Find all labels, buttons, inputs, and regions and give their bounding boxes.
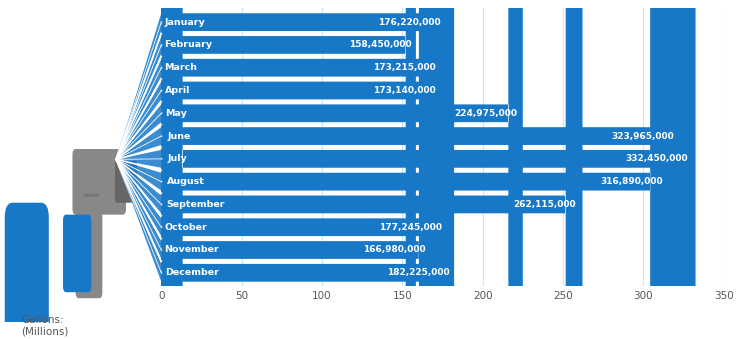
FancyBboxPatch shape bbox=[73, 149, 126, 215]
FancyBboxPatch shape bbox=[76, 197, 102, 298]
Text: March: March bbox=[164, 63, 197, 72]
Text: February: February bbox=[164, 40, 212, 49]
Text: June: June bbox=[167, 132, 190, 141]
FancyBboxPatch shape bbox=[161, 0, 416, 339]
FancyBboxPatch shape bbox=[161, 0, 523, 339]
Text: 173,140,000: 173,140,000 bbox=[373, 86, 435, 95]
FancyBboxPatch shape bbox=[161, 0, 446, 339]
FancyBboxPatch shape bbox=[83, 194, 99, 236]
Text: Gallons:
(Millions): Gallons: (Millions) bbox=[21, 315, 68, 337]
Text: 176,220,000: 176,220,000 bbox=[377, 18, 440, 27]
Text: 173,215,000: 173,215,000 bbox=[373, 63, 436, 72]
Text: May: May bbox=[166, 109, 188, 118]
FancyBboxPatch shape bbox=[161, 0, 430, 339]
FancyBboxPatch shape bbox=[63, 215, 92, 292]
Text: 332,450,000: 332,450,000 bbox=[625, 154, 688, 163]
FancyBboxPatch shape bbox=[161, 0, 440, 339]
FancyBboxPatch shape bbox=[161, 0, 670, 339]
Text: 166,980,000: 166,980,000 bbox=[363, 245, 425, 255]
FancyBboxPatch shape bbox=[115, 161, 137, 203]
Text: 262,115,000: 262,115,000 bbox=[514, 200, 576, 209]
Text: 323,965,000: 323,965,000 bbox=[611, 132, 674, 141]
Text: December: December bbox=[165, 268, 219, 277]
Text: 158,450,000: 158,450,000 bbox=[350, 40, 412, 49]
Text: November: November bbox=[164, 245, 219, 255]
Text: July: July bbox=[168, 154, 188, 163]
Text: 177,245,000: 177,245,000 bbox=[379, 223, 442, 232]
Text: August: August bbox=[167, 177, 206, 186]
FancyBboxPatch shape bbox=[161, 0, 440, 339]
Text: 316,890,000: 316,890,000 bbox=[600, 177, 663, 186]
FancyBboxPatch shape bbox=[161, 0, 445, 339]
Text: April: April bbox=[164, 86, 190, 95]
Text: January: January bbox=[165, 18, 206, 27]
Text: 182,225,000: 182,225,000 bbox=[387, 268, 450, 277]
FancyBboxPatch shape bbox=[4, 203, 49, 337]
FancyBboxPatch shape bbox=[161, 0, 583, 339]
Text: September: September bbox=[166, 200, 225, 209]
FancyBboxPatch shape bbox=[161, 0, 454, 339]
Text: 224,975,000: 224,975,000 bbox=[454, 109, 518, 118]
FancyBboxPatch shape bbox=[161, 0, 682, 339]
Text: October: October bbox=[165, 223, 208, 232]
FancyBboxPatch shape bbox=[161, 0, 695, 339]
